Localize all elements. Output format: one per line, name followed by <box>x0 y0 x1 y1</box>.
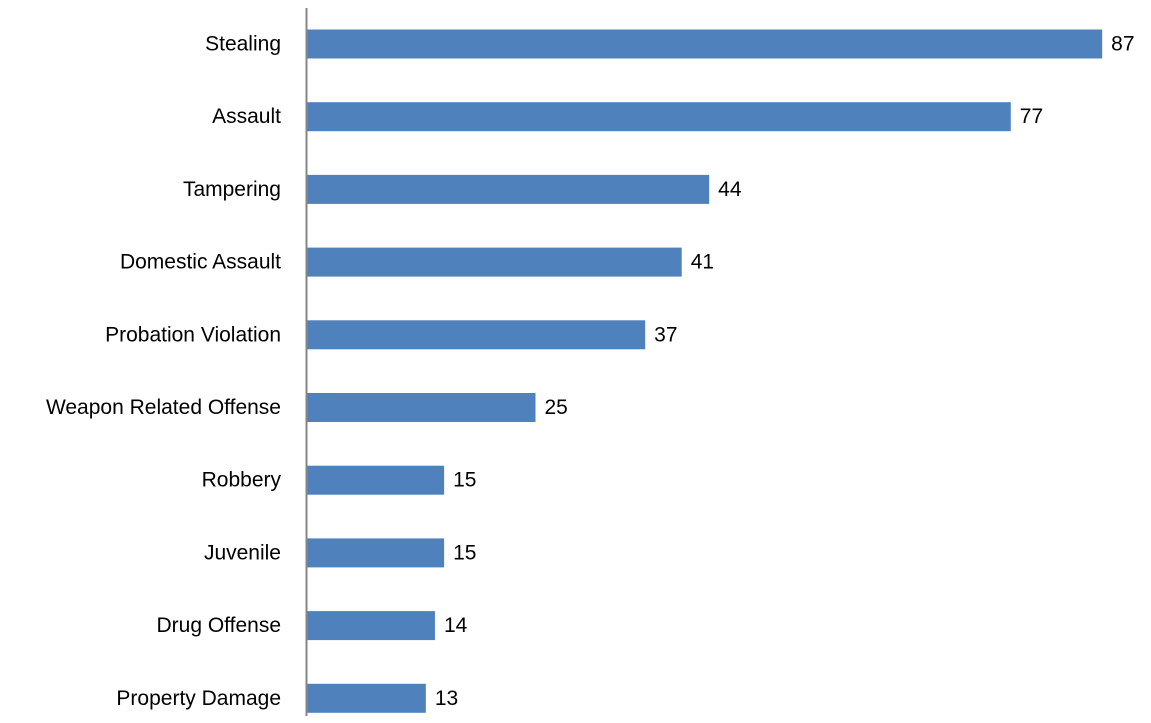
bar <box>307 320 646 350</box>
category-label: Probation Violation <box>105 323 281 346</box>
bar <box>307 611 435 641</box>
bar <box>307 393 536 422</box>
bar <box>307 29 1103 59</box>
bar <box>307 683 426 713</box>
category-label: Domestic Assault <box>120 251 281 274</box>
category-label: Property Damage <box>116 687 281 710</box>
category-label: Weapon Related Offense <box>46 396 281 419</box>
category-label: Stealing <box>205 33 281 56</box>
data-label: 41 <box>691 251 714 274</box>
category-label: Tampering <box>183 178 281 201</box>
bar <box>307 538 445 568</box>
category-label: Assault <box>212 105 281 128</box>
bar <box>307 174 710 204</box>
bar <box>307 247 682 277</box>
bar <box>307 465 445 495</box>
category-label: Robbery <box>202 469 282 492</box>
data-label: 13 <box>435 687 458 710</box>
data-label: 15 <box>453 541 476 564</box>
data-label: 15 <box>453 469 476 492</box>
data-label: 44 <box>718 178 742 201</box>
data-label: 14 <box>444 614 468 637</box>
bar <box>307 102 1011 132</box>
bars <box>307 29 1103 713</box>
value-labels: 87 77 44 41 37 25 15 15 14 13 <box>435 33 1135 710</box>
category-labels: Stealing Assault Tampering Domestic Assault… <box>46 33 282 710</box>
data-label: 25 <box>545 396 568 419</box>
category-label: Juvenile <box>204 541 281 564</box>
data-label: 87 <box>1111 33 1134 56</box>
data-label: 37 <box>654 323 677 346</box>
data-label: 77 <box>1020 105 1043 128</box>
category-label: Drug Offense <box>156 614 281 637</box>
